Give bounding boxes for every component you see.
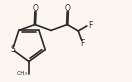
- Text: CH₃: CH₃: [17, 71, 28, 76]
- Text: F: F: [88, 21, 92, 30]
- Text: S: S: [10, 45, 15, 54]
- Text: O: O: [65, 4, 71, 13]
- Text: F: F: [81, 39, 85, 48]
- Text: O: O: [33, 4, 38, 13]
